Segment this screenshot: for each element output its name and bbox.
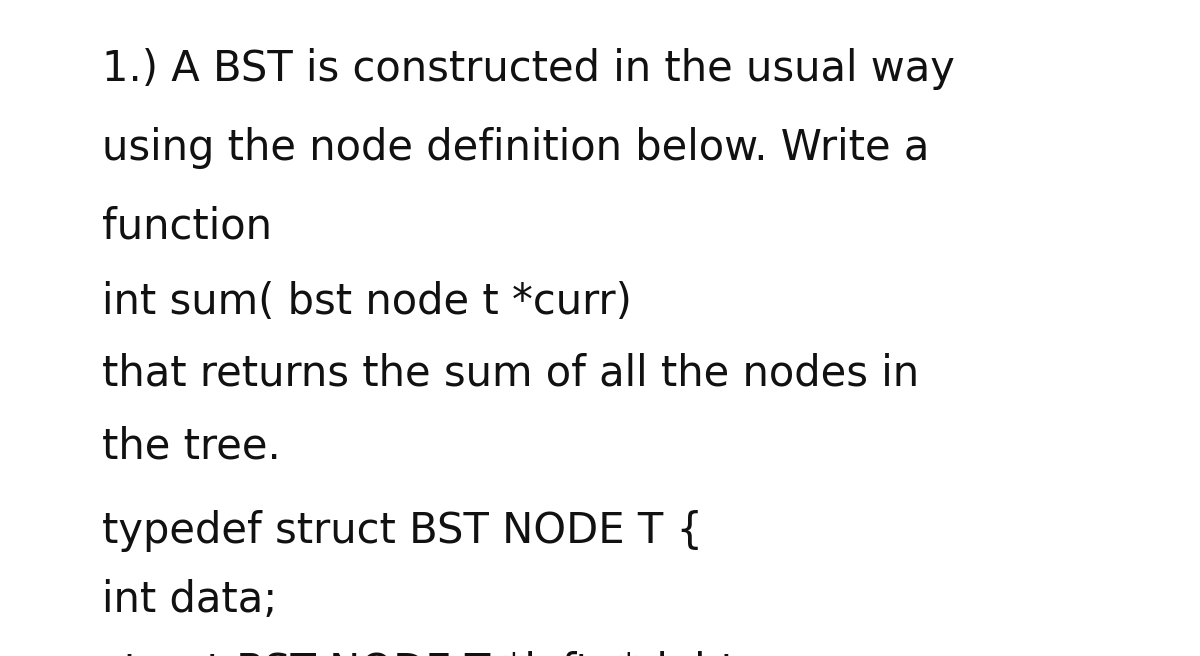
Text: 1.) A BST is constructed in the usual way: 1.) A BST is constructed in the usual wa… <box>102 48 955 90</box>
Text: struct BST NODE T *left, *right;: struct BST NODE T *left, *right; <box>102 651 751 656</box>
Text: using the node definition below. Write a: using the node definition below. Write a <box>102 127 929 169</box>
Text: function: function <box>102 205 272 247</box>
Text: the tree.: the tree. <box>102 425 281 467</box>
Text: int sum( bst node t *curr): int sum( bst node t *curr) <box>102 281 632 323</box>
Text: typedef struct BST NODE T {: typedef struct BST NODE T { <box>102 510 703 552</box>
Text: that returns the sum of all the nodes in: that returns the sum of all the nodes in <box>102 353 919 395</box>
Text: int data;: int data; <box>102 579 277 621</box>
